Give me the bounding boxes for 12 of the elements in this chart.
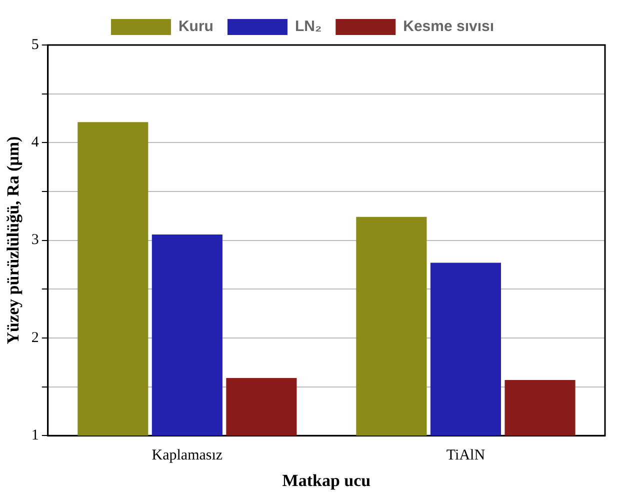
legend-label: Kuru (178, 18, 214, 36)
y-tick-label: 1 (31, 428, 39, 444)
y-axis-title: Yüzey pürüzlülüğü, Ra (μm) (4, 136, 23, 344)
y-tick-label: 2 (31, 330, 39, 346)
y-tick-label: 5 (31, 36, 39, 53)
y-tick-label: 4 (31, 134, 40, 151)
x-tick-label: TiAlN (446, 448, 486, 464)
x-tick-label: Kaplamasız (152, 448, 223, 464)
y-tick-label: 3 (31, 232, 39, 248)
legend-label: Kesme sıvısı (403, 18, 494, 36)
legend-label: LN₂ (294, 18, 322, 36)
x-axis-title: Matkap ucu (282, 471, 371, 490)
